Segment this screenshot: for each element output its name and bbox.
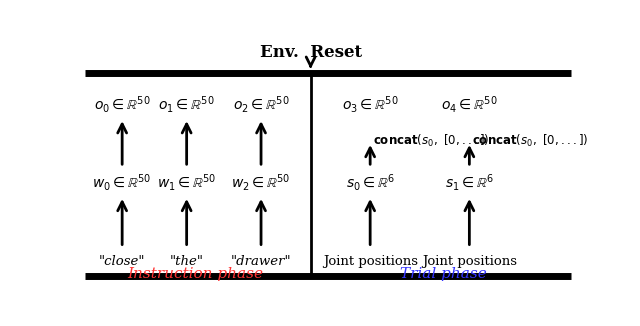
Text: "the": "the" bbox=[170, 255, 204, 268]
Text: Instruction phase: Instruction phase bbox=[127, 267, 263, 281]
Text: $o_2 \in \mathbb{R}^{50}$: $o_2 \in \mathbb{R}^{50}$ bbox=[233, 94, 289, 115]
Text: $w_2 \in \mathbb{R}^{50}$: $w_2 \in \mathbb{R}^{50}$ bbox=[231, 172, 291, 193]
Text: $o_1 \in \mathbb{R}^{50}$: $o_1 \in \mathbb{R}^{50}$ bbox=[158, 94, 215, 115]
Text: $w_0 \in \mathbb{R}^{50}$: $w_0 \in \mathbb{R}^{50}$ bbox=[92, 172, 152, 193]
Text: "drawer": "drawer" bbox=[231, 255, 291, 268]
Text: $s_0 \in \mathbb{R}^{6}$: $s_0 \in \mathbb{R}^{6}$ bbox=[346, 172, 395, 193]
Text: Joint positions: Joint positions bbox=[323, 255, 418, 268]
Text: $\mathbf{concat}(s_0,\ [0,...])$: $\mathbf{concat}(s_0,\ [0,...])$ bbox=[372, 133, 489, 149]
Text: Trial phase: Trial phase bbox=[400, 267, 486, 281]
Text: $o_3 \in \mathbb{R}^{50}$: $o_3 \in \mathbb{R}^{50}$ bbox=[342, 94, 399, 115]
Text: "close": "close" bbox=[99, 255, 145, 268]
Text: $w_1 \in \mathbb{R}^{50}$: $w_1 \in \mathbb{R}^{50}$ bbox=[157, 172, 216, 193]
Text: $s_1 \in \mathbb{R}^{6}$: $s_1 \in \mathbb{R}^{6}$ bbox=[445, 172, 494, 193]
Text: Joint positions: Joint positions bbox=[422, 255, 517, 268]
Text: Env.  Reset: Env. Reset bbox=[260, 44, 362, 61]
Text: $o_0 \in \mathbb{R}^{50}$: $o_0 \in \mathbb{R}^{50}$ bbox=[94, 94, 150, 115]
Text: $\mathbf{concat}(s_0,\ [0,...])$: $\mathbf{concat}(s_0,\ [0,...])$ bbox=[472, 133, 588, 149]
Text: $o_4 \in \mathbb{R}^{50}$: $o_4 \in \mathbb{R}^{50}$ bbox=[441, 94, 498, 115]
